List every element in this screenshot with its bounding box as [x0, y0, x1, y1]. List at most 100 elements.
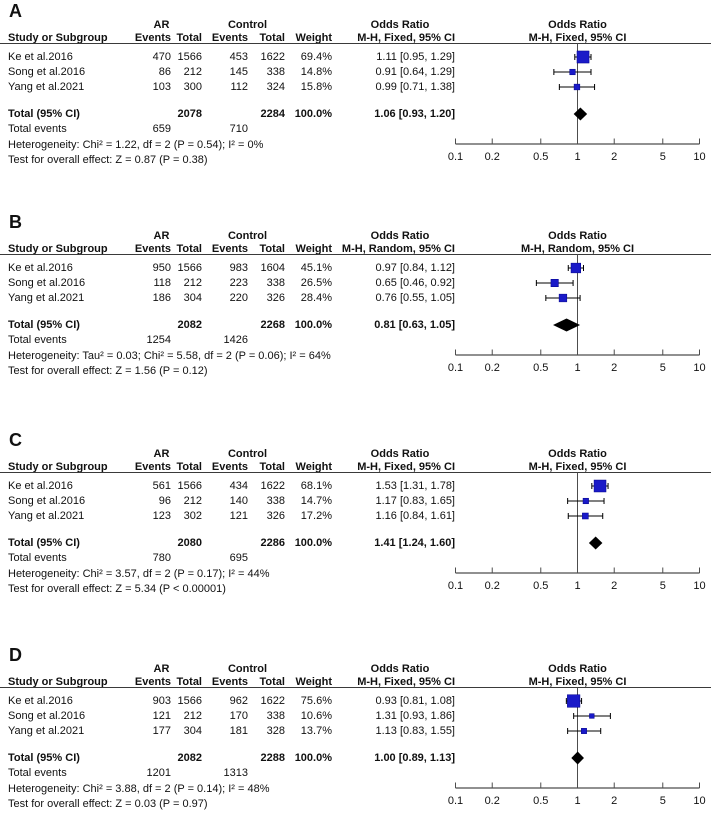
total-events-group2: 1313 [223, 767, 248, 779]
study-weight: 13.7% [300, 725, 332, 737]
axis-tick-label: 5 [660, 795, 666, 807]
group2-events: 983 [229, 262, 248, 274]
study-weight-square [593, 479, 607, 493]
group1-total: 1566 [177, 262, 202, 274]
study-marker-group [567, 512, 604, 520]
group2-total: 1622 [260, 480, 285, 492]
col-header-study: Study or Subgroup [8, 243, 108, 255]
axis-tick-label: 0.2 [485, 580, 500, 592]
col-header-events-group2: Events [211, 461, 248, 473]
group1-total: 212 [183, 495, 202, 507]
study-marker-group [545, 293, 581, 303]
study-weight: 75.6% [300, 695, 332, 707]
panel-letter: B [9, 212, 22, 232]
study-or-ci: 1.11 [0.95, 1.29] [376, 51, 455, 63]
col-header-method: M-H, Fixed, 95% CI [357, 32, 455, 44]
study-weight-square [558, 293, 568, 303]
study-marker-group [574, 50, 592, 64]
total-label: Total (95% CI) [8, 537, 80, 549]
col-header-events-group2: Events [211, 676, 248, 688]
axis-tick-label: 0.5 [533, 151, 548, 163]
total-or-ci: 1.06 [0.93, 1.20] [374, 108, 455, 120]
plot-odds-ratio-header: Odds Ratio [548, 19, 607, 31]
group2-events: 962 [229, 695, 248, 707]
study-name: Yang et al.2021 [8, 510, 85, 522]
col-header-events-group1: Events [134, 676, 171, 688]
plot-odds-ratio-header: Odds Ratio [548, 663, 607, 675]
overall-test-text: Test for overall effect: Z = 0.87 (P = 0… [8, 154, 208, 166]
col-header-weight: Weight [295, 461, 332, 473]
group1-events: 186 [152, 292, 171, 304]
col-header-events-group2: Events [211, 32, 248, 44]
group2-total: 338 [266, 66, 285, 78]
study-weight-square [570, 262, 582, 274]
group2-events: 434 [229, 480, 248, 492]
total-events-group2: 695 [229, 552, 248, 564]
plot-method-header: M-H, Fixed, 95% CI [528, 32, 627, 44]
study-marker-group [558, 83, 596, 91]
study-weight: 45.1% [300, 262, 332, 274]
col-header-study: Study or Subgroup [8, 461, 108, 473]
panel-letter: D [9, 645, 22, 665]
forest-panel-b: B AR Control Odds Ratio Odds Ratio Study or S… [0, 211, 711, 383]
total-or-ci: 0.81 [0.63, 1.05] [374, 319, 455, 331]
study-weight-square [589, 713, 595, 719]
total-events-group2: 710 [229, 123, 248, 135]
forest-panel-d: D AR Control Odds Ratio Odds Ratio Study or S… [0, 644, 711, 816]
group1-header: AR [153, 19, 170, 31]
study-weight: 15.8% [300, 81, 332, 93]
study-weight: 68.1% [300, 480, 332, 492]
axis-tick-label: 1 [574, 151, 580, 163]
study-or-ci: 1.31 [0.93, 1.86] [375, 710, 455, 722]
col-header-total-group2: Total [259, 676, 285, 688]
group2-total: 338 [266, 495, 285, 507]
plot-method-header: M-H, Fixed, 95% CI [528, 461, 627, 473]
axis-tick-label: 0.2 [485, 795, 500, 807]
forest-plot: 0.1 0.2 0.5 1 2 5 10 [448, 43, 706, 163]
axis-tick-label: 0.1 [448, 795, 463, 807]
study-marker-group [567, 497, 605, 505]
axis-tick-label: 5 [660, 362, 666, 374]
study-weight: 14.7% [300, 495, 332, 507]
group2-events: 112 [230, 81, 248, 93]
axis-tick-label: 2 [611, 580, 617, 592]
total-label: Total (95% CI) [8, 108, 80, 120]
total-weight: 100.0% [294, 752, 332, 764]
summary-diamond [588, 536, 603, 550]
group1-total: 1566 [177, 695, 202, 707]
heterogeneity-text: Heterogeneity: Chi² = 1.22, df = 2 (P = … [8, 139, 264, 151]
total-or-ci: 1.00 [0.89, 1.13] [374, 752, 455, 764]
group2-header: Control [227, 448, 268, 460]
study-or-ci: 0.93 [0.81, 1.08] [375, 695, 455, 707]
axis-tick-label: 1 [574, 795, 580, 807]
plot-odds-ratio-header: Odds Ratio [548, 448, 607, 460]
study-weight-square [567, 694, 581, 708]
odds-ratio-header: Odds Ratio [370, 230, 430, 242]
axis-tick-label: 10 [693, 151, 705, 163]
study-or-ci: 0.76 [0.55, 1.05] [375, 292, 455, 304]
forest-plot: 0.1 0.2 0.5 1 2 5 10 [448, 472, 706, 592]
total-weight: 100.0% [294, 537, 332, 549]
study-weight: 17.2% [300, 510, 332, 522]
study-marker-group [565, 694, 583, 708]
group2-total: 338 [266, 710, 285, 722]
group1-total: 300 [183, 81, 202, 93]
col-header-weight: Weight [295, 243, 332, 255]
group1-events: 470 [152, 51, 171, 63]
axis-tick-label: 2 [611, 795, 617, 807]
group2-events: 453 [229, 51, 248, 63]
total-weight: 100.0% [294, 108, 332, 120]
group1-total: 1566 [177, 480, 202, 492]
col-header-method: M-H, Fixed, 95% CI [357, 676, 455, 688]
col-header-total-group1: Total [176, 243, 202, 255]
group2-events: 181 [229, 725, 248, 737]
group1-total: 304 [183, 292, 202, 304]
col-header-events-group2: Events [211, 243, 248, 255]
forest-plot: 0.1 0.2 0.5 1 2 5 10 [448, 254, 706, 374]
group1-events: 86 [158, 66, 171, 78]
group1-events: 96 [158, 495, 171, 507]
overall-test-text: Test for overall effect: Z = 1.56 (P = 0… [8, 365, 208, 377]
axis-tick-label: 0.5 [533, 795, 548, 807]
axis-tick-label: 0.2 [485, 362, 500, 374]
col-header-total-group1: Total [176, 32, 202, 44]
